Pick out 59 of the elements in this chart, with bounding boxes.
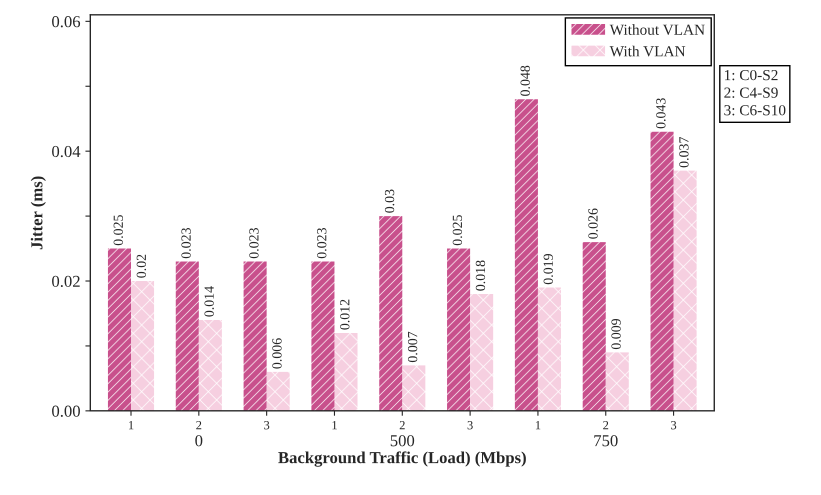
data-label: 0.006: [272, 338, 282, 369]
text: 1: C0-S2: [724, 70, 778, 80]
data-label: 0.023: [181, 228, 191, 258]
bar: [311, 262, 334, 411]
data-label: 0.03: [384, 190, 394, 213]
bar: [606, 352, 629, 411]
data-label: 0.019: [544, 254, 553, 284]
x-tick-label: 2: [400, 420, 405, 430]
x-tick-label: 3: [264, 420, 270, 430]
data-label: 0.023: [249, 228, 259, 258]
data-label: 0.007: [408, 332, 418, 362]
bar: [131, 281, 154, 411]
bar: [244, 262, 267, 411]
bar: [266, 372, 290, 411]
text: 2: C4-S9: [724, 88, 778, 98]
bar: [379, 216, 402, 411]
legend-label: Without VLAN: [610, 24, 705, 35]
x-tick-label: 2: [603, 420, 608, 430]
bar: [674, 170, 697, 411]
bar: [334, 332, 358, 411]
data-label: 0.048: [520, 66, 530, 96]
bar: [402, 365, 426, 411]
text: 3: C6-S10: [724, 105, 786, 116]
y-tick-label: 0.04: [52, 146, 80, 158]
data-label: 0.037: [679, 137, 689, 168]
x-tick-label: 2: [196, 420, 202, 430]
data-label: 0.009: [611, 318, 621, 350]
bar: [582, 242, 606, 411]
x-tick-label: 3: [671, 420, 676, 430]
y-tick-label: 0.00: [52, 406, 80, 417]
data-label: 0.043: [656, 98, 666, 128]
x-tick-label: 1: [536, 420, 540, 430]
bar: [176, 262, 199, 411]
x-tick-label: 1: [332, 420, 337, 430]
data-label: 0.018: [476, 260, 486, 291]
y-tick-label: 0.06: [52, 16, 80, 28]
bar: [198, 320, 222, 411]
legend-label: With VLAN: [610, 46, 686, 57]
x-tick-label: 3: [468, 420, 473, 430]
bar: [514, 99, 538, 411]
data-label: 0.025: [452, 215, 462, 246]
data-label: 0.014: [204, 286, 214, 317]
bar: [650, 132, 674, 411]
text: 0: [195, 435, 202, 446]
bar: [470, 294, 494, 411]
y-tick-label: 0.02: [52, 276, 80, 288]
data-label: 0.026: [588, 208, 598, 239]
text: 500: [390, 435, 414, 446]
bar: [108, 248, 132, 411]
x-tick-label: 1: [128, 420, 134, 430]
text: 750: [594, 435, 618, 446]
data-label: 0.012: [340, 300, 350, 330]
bar: [538, 288, 561, 411]
bar: [447, 248, 470, 411]
data-label: 0.02: [136, 254, 146, 278]
y-axis-title: Jitter (ms): [30, 176, 46, 250]
data-label: 0.023: [317, 228, 326, 258]
x-axis-title: Background Traffic (Load) (Mbps): [278, 451, 526, 467]
data-label: 0.025: [114, 215, 124, 246]
